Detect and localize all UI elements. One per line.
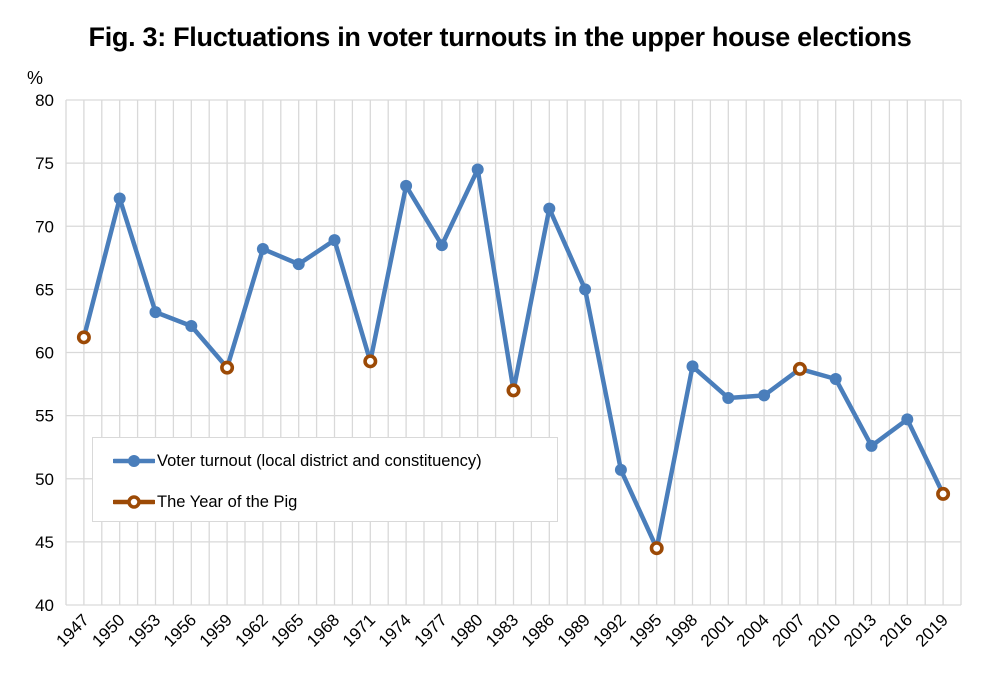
turnout-point [543, 202, 556, 215]
y-tick-label: 55 [35, 407, 54, 426]
x-tick-label: 2016 [876, 610, 916, 650]
y-tick-label: 70 [35, 217, 54, 236]
pig-year-point [936, 486, 951, 501]
x-tick-label: 1980 [446, 610, 486, 650]
x-axis-ticks: 1947195019531956195919621965196819711974… [53, 610, 952, 650]
x-tick-label: 1998 [661, 610, 701, 650]
x-tick-label: 2010 [804, 610, 844, 650]
turnout-point [865, 439, 878, 452]
x-tick-label: 1950 [88, 610, 128, 650]
turnout-point [185, 319, 198, 332]
x-tick-label: 2013 [840, 610, 880, 650]
legend-item-pig: The Year of the Pig [113, 491, 297, 513]
pig-year-point [649, 541, 664, 556]
x-tick-label: 1962 [232, 610, 272, 650]
pig-year-point [76, 330, 91, 345]
x-tick-label: 1968 [303, 610, 343, 650]
y-tick-label: 50 [35, 470, 54, 489]
series-markers [76, 163, 951, 556]
y-tick-label: 60 [35, 344, 54, 363]
y-tick-label: 75 [35, 154, 54, 173]
turnout-point [435, 239, 448, 252]
x-tick-label: 1995 [625, 610, 665, 650]
turnout-point [686, 360, 699, 373]
x-tick-label: 1977 [411, 610, 451, 650]
turnout-point [722, 391, 735, 404]
turnout-point [292, 258, 305, 271]
x-tick-label: 1956 [160, 610, 200, 650]
turnout-point [901, 413, 914, 426]
x-tick-label: 2007 [769, 610, 809, 650]
turnout-point [113, 192, 126, 205]
legend-label-pig: The Year of the Pig [157, 492, 298, 511]
turnout-point [579, 283, 592, 296]
hollow-circle-line-icon [113, 495, 155, 509]
x-tick-label: 2001 [697, 610, 737, 650]
gridlines [65, 99, 962, 606]
x-tick-label: 1989 [554, 610, 594, 650]
pig-year-point [220, 360, 235, 375]
legend: Voter turnout (local district and consti… [92, 437, 558, 522]
pig-year-point [363, 354, 378, 369]
turnout-point [400, 179, 413, 192]
filled-circle-line-icon [113, 455, 155, 467]
x-tick-label: 1983 [482, 610, 522, 650]
turnout-point [614, 463, 627, 476]
legend-item-turnout: Voter turnout (local district and consti… [113, 450, 482, 472]
chart-title: Fig. 3: Fluctuations in voter turnouts i… [88, 22, 912, 52]
y-tick-label: 40 [35, 596, 54, 615]
y-tick-label: 65 [35, 280, 54, 299]
legend-label-turnout: Voter turnout (local district and consti… [157, 451, 482, 470]
y-tick-label: 45 [35, 533, 54, 552]
x-tick-label: 1986 [518, 610, 558, 650]
turnout-point [758, 389, 771, 402]
turnout-point [149, 306, 162, 319]
y-axis-unit-label: % [27, 68, 44, 88]
turnout-point [829, 373, 842, 386]
x-tick-label: 1971 [339, 610, 379, 650]
pig-year-point [506, 383, 521, 398]
y-tick-label: 80 [35, 91, 54, 110]
turnout-point [471, 163, 484, 176]
x-tick-label: 1992 [590, 610, 630, 650]
x-tick-label: 2004 [733, 610, 773, 650]
x-tick-label: 1965 [267, 610, 307, 650]
turnout-point [256, 242, 269, 255]
x-tick-label: 1959 [196, 610, 236, 650]
y-axis-ticks: 40 45 50 55 60 65 70 75 80 [35, 91, 54, 615]
x-tick-label: 1974 [375, 610, 415, 650]
x-tick-label: 2019 [912, 610, 952, 650]
turnout-point [328, 234, 341, 247]
x-tick-label: 1947 [53, 610, 93, 650]
x-tick-label: 1953 [124, 610, 164, 650]
pig-year-point [792, 361, 807, 376]
